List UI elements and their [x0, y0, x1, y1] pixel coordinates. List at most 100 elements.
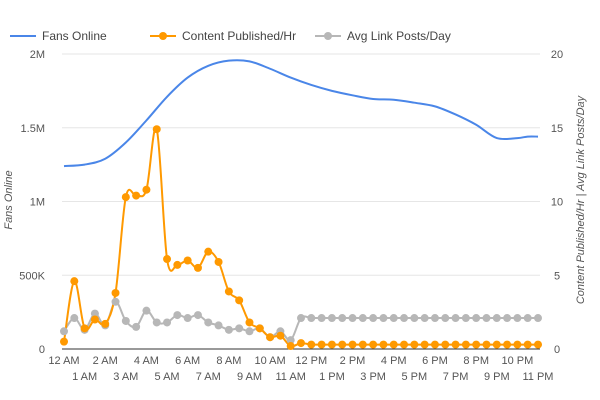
data-point-avg-link-posts-day [152, 318, 161, 327]
data-point-content-published-hr [245, 318, 254, 327]
data-point-avg-link-posts-day [327, 314, 336, 323]
data-point-avg-link-posts-day [358, 314, 367, 323]
data-point-avg-link-posts-day [214, 321, 223, 330]
data-point-avg-link-posts-day [451, 314, 460, 323]
data-point-avg-link-posts-day [90, 309, 99, 318]
data-point-content-published-hr [183, 256, 192, 265]
data-point-content-published-hr [441, 340, 450, 349]
series-line-content-published-hr [63, 126, 538, 348]
series-markers [60, 125, 542, 351]
data-point-content-published-hr [60, 337, 68, 346]
data-point-avg-link-posts-day [286, 336, 295, 345]
data-point-content-published-hr [214, 257, 223, 266]
left-axis-title: Fans Online [3, 170, 15, 229]
right-axis-tick-label: 15 [551, 123, 563, 135]
x-axis-tick-label: 6 PM [422, 355, 448, 367]
data-point-content-published-hr [400, 340, 409, 349]
data-point-avg-link-posts-day [142, 306, 151, 315]
x-axis-tick-label: 2 AM [93, 355, 118, 367]
left-axis-ticks: 0 500K 1M 1.5M 2M [19, 49, 45, 356]
data-point-content-published-hr [461, 340, 470, 349]
data-point-avg-link-posts-day [348, 314, 357, 323]
x-axis-tick-label: 3 PM [360, 371, 386, 383]
data-point-content-published-hr [276, 331, 285, 340]
data-point-content-published-hr [307, 340, 316, 349]
data-point-content-published-hr [451, 340, 460, 349]
data-point-avg-link-posts-day [193, 311, 202, 320]
data-point-avg-link-posts-day [461, 314, 470, 323]
data-point-avg-link-posts-day [338, 314, 347, 323]
data-point-avg-link-posts-day [410, 314, 419, 323]
data-point-content-published-hr [286, 342, 295, 351]
data-point-content-published-hr [152, 125, 161, 134]
x-axis-tick-label: 11 AM [276, 371, 306, 383]
x-axis-tick-label: 1 AM [72, 371, 97, 383]
data-point-content-published-hr [142, 185, 151, 194]
data-point-content-published-hr [379, 340, 388, 349]
x-axis-tick-label: 4 AM [134, 355, 159, 367]
data-point-avg-link-posts-day [111, 297, 120, 306]
data-point-avg-link-posts-day [523, 314, 532, 323]
data-point-avg-link-posts-day [224, 325, 233, 334]
data-point-avg-link-posts-day [379, 314, 388, 323]
gridlines [62, 53, 540, 350]
x-axis-tick-label: 8 PM [463, 355, 489, 367]
x-axis-tick-label: 11 PM [523, 371, 554, 383]
legend-label: Avg Link Posts/Day [347, 29, 451, 43]
data-point-avg-link-posts-day [307, 314, 316, 323]
data-point-avg-link-posts-day [430, 314, 439, 323]
data-point-avg-link-posts-day [317, 314, 326, 323]
data-point-content-published-hr [193, 263, 202, 272]
data-point-content-published-hr [472, 340, 481, 349]
data-point-avg-link-posts-day [121, 316, 130, 325]
x-axis-tick-label: 8 AM [216, 355, 241, 367]
x-axis-tick-label: 1 PM [319, 371, 345, 383]
data-point-avg-link-posts-day [183, 314, 192, 323]
x-axis-tick-label: 12 PM [295, 355, 327, 367]
legend-label: Fans Online [42, 29, 107, 43]
data-point-content-published-hr [348, 340, 357, 349]
x-axis-tick-label: 12 AM [48, 355, 79, 367]
data-point-avg-link-posts-day [369, 314, 378, 323]
data-point-content-published-hr [369, 340, 378, 349]
x-axis-tick-label: 3 AM [113, 371, 138, 383]
x-axis-tick-label: 10 PM [501, 355, 533, 367]
data-point-content-published-hr [80, 324, 89, 333]
x-axis-tick-label: 5 PM [402, 371, 428, 383]
data-point-avg-link-posts-day [472, 314, 481, 323]
data-point-content-published-hr [420, 340, 429, 349]
left-axis-tick-label: 500K [19, 270, 45, 282]
data-point-avg-link-posts-day [400, 314, 409, 323]
right-axis-ticks: 0 5 10 15 20 [551, 49, 563, 356]
x-axis-tick-label: 4 PM [381, 355, 407, 367]
legend-swatch-marker [159, 32, 167, 40]
data-point-avg-link-posts-day [235, 324, 244, 333]
data-point-content-published-hr [338, 340, 347, 349]
data-point-avg-link-posts-day [492, 314, 501, 323]
data-point-content-published-hr [111, 288, 120, 297]
x-axis-tick-label: 2 PM [340, 355, 366, 367]
data-point-content-published-hr [503, 340, 512, 349]
data-point-content-published-hr [297, 339, 305, 348]
right-axis-title: Content Published/Hr | Avg Link Posts/Da… [575, 94, 587, 304]
data-point-content-published-hr [327, 340, 336, 349]
data-point-content-published-hr [513, 340, 522, 349]
left-axis-tick-label: 1.5M [21, 123, 45, 135]
data-point-content-published-hr [224, 287, 233, 296]
x-axis-tick-label: 7 AM [196, 371, 221, 383]
legend: Fans Online Content Published/Hr Avg Link … [10, 29, 451, 43]
data-point-content-published-hr [358, 340, 367, 349]
data-point-avg-link-posts-day [482, 314, 491, 323]
data-point-content-published-hr [70, 277, 79, 286]
data-point-avg-link-posts-day [297, 314, 305, 323]
data-point-content-published-hr [317, 340, 326, 349]
data-point-content-published-hr [163, 255, 172, 264]
x-axis-tick-label: 9 PM [484, 371, 510, 383]
data-point-avg-link-posts-day [204, 318, 213, 327]
data-point-avg-link-posts-day [70, 314, 79, 323]
data-point-avg-link-posts-day [513, 314, 522, 323]
data-point-content-published-hr [90, 315, 99, 324]
right-axis-tick-label: 5 [554, 270, 560, 282]
